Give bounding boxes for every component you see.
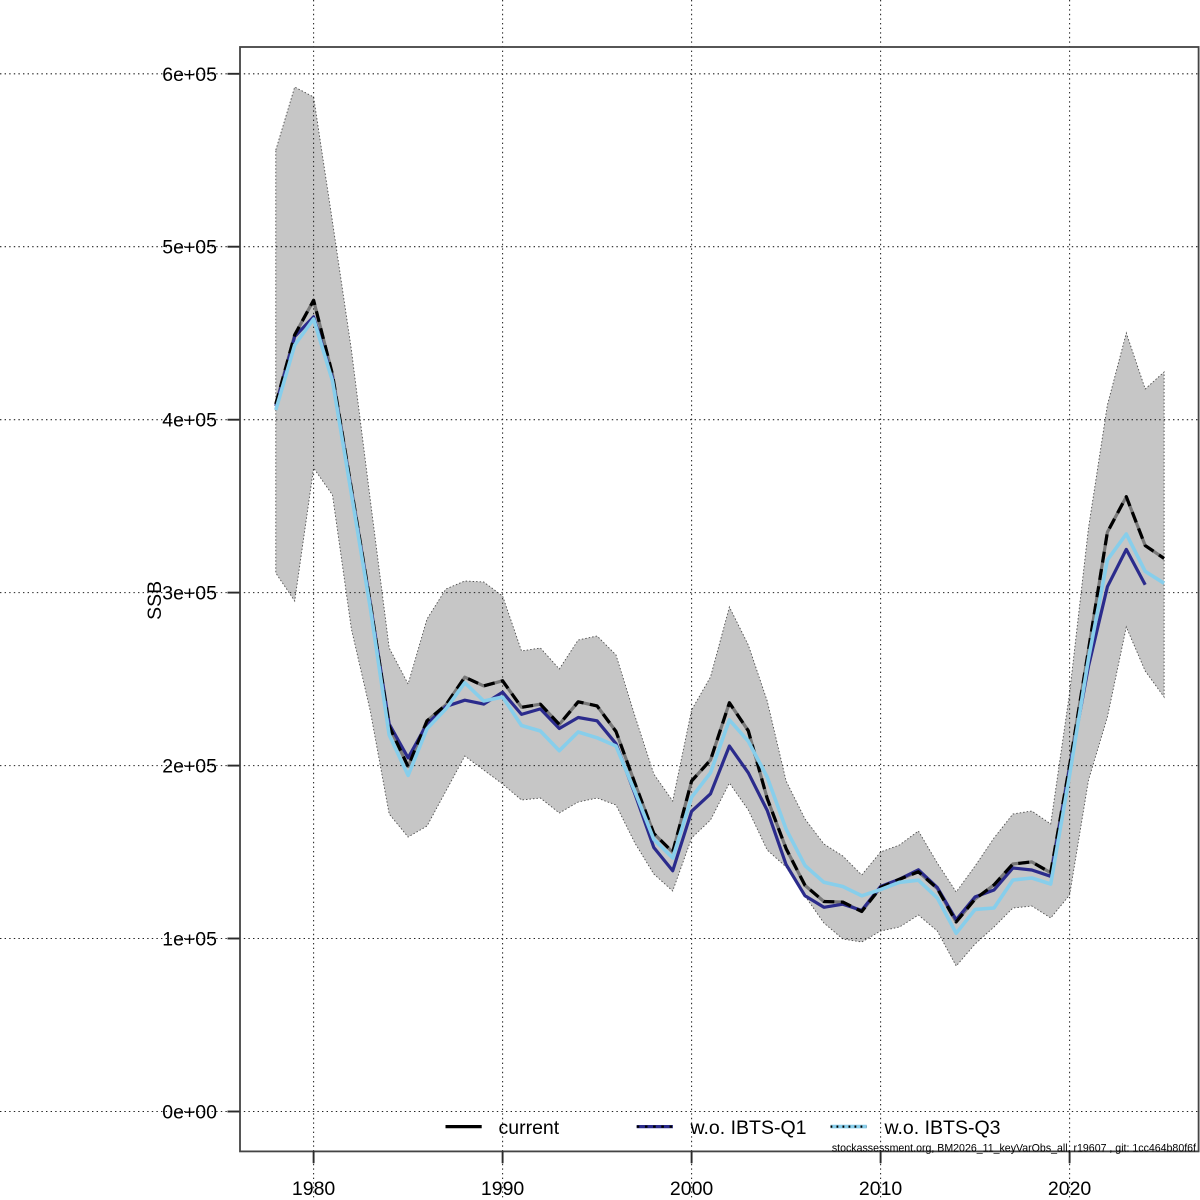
svg-text:1e+05: 1e+05	[162, 929, 217, 951]
svg-text:2010: 2010	[859, 1178, 903, 1200]
svg-text:1980: 1980	[292, 1178, 336, 1200]
svg-text:4e+05: 4e+05	[162, 410, 217, 432]
svg-text:w.o. IBTS-Q3: w.o. IBTS-Q3	[884, 1117, 1001, 1139]
svg-text:2000: 2000	[670, 1178, 714, 1200]
svg-text:current: current	[499, 1117, 560, 1139]
svg-text:1990: 1990	[481, 1178, 525, 1200]
svg-text:SSB: SSB	[144, 581, 166, 620]
svg-text:5e+05: 5e+05	[162, 237, 217, 259]
svg-text:0e+00: 0e+00	[162, 1102, 217, 1124]
svg-text:2e+05: 2e+05	[162, 756, 217, 778]
svg-text:3e+05: 3e+05	[162, 583, 217, 605]
svg-text:6e+05: 6e+05	[162, 64, 217, 86]
svg-text:2020: 2020	[1048, 1178, 1092, 1200]
svg-text:w.o. IBTS-Q1: w.o. IBTS-Q1	[690, 1117, 807, 1139]
svg-text:stockassessment.org, BM2026_11: stockassessment.org, BM2026_11_keyVarObs…	[832, 1143, 1196, 1155]
